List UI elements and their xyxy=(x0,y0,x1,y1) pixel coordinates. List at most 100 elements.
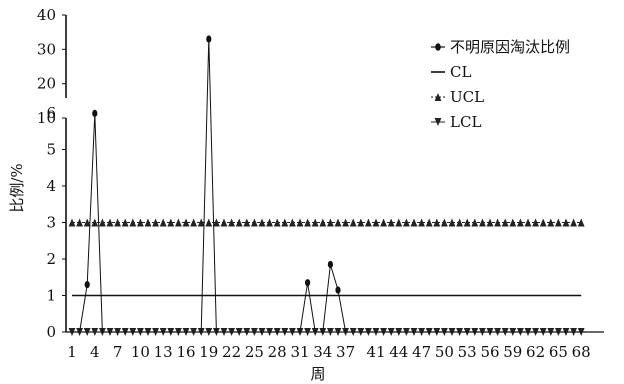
legend-swatch-marker xyxy=(435,43,441,51)
x-tick-label: 16 xyxy=(176,343,195,361)
ucl-point xyxy=(243,218,251,227)
y-tick-label: 3 xyxy=(46,214,56,232)
x-tick-label: 25 xyxy=(245,343,264,361)
ucl-point xyxy=(387,218,395,227)
main-series-point xyxy=(206,35,212,43)
ucl-point xyxy=(144,218,152,227)
ucl-point xyxy=(266,218,273,227)
x-tick-label: 62 xyxy=(526,343,545,361)
ucl-point xyxy=(197,218,205,227)
ucl-point xyxy=(471,218,479,227)
lcl-point xyxy=(83,328,91,336)
y-tick-label: 0 xyxy=(46,323,56,341)
ucl-point xyxy=(304,218,311,227)
ucl-point xyxy=(83,218,91,227)
ucl-point xyxy=(289,218,296,227)
ucl-point xyxy=(365,218,372,227)
y-tick-label: 1 xyxy=(46,287,56,305)
x-tick-label: 41 xyxy=(366,343,385,361)
ucl-point xyxy=(68,218,76,227)
main-series-line xyxy=(72,38,582,333)
ucl-point xyxy=(258,218,266,227)
ucl-point xyxy=(509,218,517,227)
legend: 不明原因淘汰比例 CL UCL LCL xyxy=(431,38,570,131)
legend-label: LCL xyxy=(450,113,481,131)
ucl-point xyxy=(403,218,410,227)
y-axis-break-gap xyxy=(60,99,72,117)
y-tick-label: 10 xyxy=(37,109,56,127)
ucl-point xyxy=(380,218,387,227)
legend-label: 不明原因淘汰比例 xyxy=(450,38,570,56)
y-tick-label: 30 xyxy=(37,40,56,58)
x-tick-label: 47 xyxy=(412,343,431,361)
y-tick-label: 5 xyxy=(46,141,56,159)
x-tick-label: 50 xyxy=(435,343,454,361)
lcl-point xyxy=(334,328,342,336)
ucl-point xyxy=(418,218,425,227)
x-tick-label: 44 xyxy=(389,343,408,361)
legend-label: CL xyxy=(450,63,471,81)
ucl-point xyxy=(220,218,228,227)
main-series-point xyxy=(335,286,341,294)
x-tick-label: 10 xyxy=(131,343,150,361)
ucl-point xyxy=(167,218,175,227)
legend-label: UCL xyxy=(450,88,484,106)
ucl-point xyxy=(327,218,334,227)
ucl-point xyxy=(175,218,182,227)
lcl-point xyxy=(327,328,334,336)
axes xyxy=(60,14,604,333)
ucl-point xyxy=(456,218,463,227)
ucl-point xyxy=(486,218,494,227)
ucl-point xyxy=(570,218,577,227)
ucl-point xyxy=(121,218,129,227)
x-tick-label: 59 xyxy=(503,343,522,361)
ucl-point xyxy=(463,218,471,227)
ucl-point xyxy=(137,218,144,227)
ucl-point xyxy=(395,218,403,227)
x-tick-label: 4 xyxy=(90,343,100,361)
ucl-point xyxy=(152,218,159,227)
ucl-point xyxy=(159,218,167,227)
ucl-point xyxy=(342,218,349,227)
ucl-point xyxy=(205,218,213,227)
ucl-point xyxy=(129,218,137,227)
lcl-point xyxy=(91,328,99,336)
ucl-point xyxy=(281,218,289,227)
ucl-series xyxy=(68,218,585,227)
ucl-point xyxy=(410,218,418,227)
ucl-point xyxy=(547,218,555,227)
ucl-point xyxy=(479,218,486,227)
y-tick-label: 20 xyxy=(37,75,56,93)
lcl-point xyxy=(205,328,213,336)
ucl-point xyxy=(213,218,220,227)
ucl-point xyxy=(273,218,281,227)
ucl-point xyxy=(334,218,342,227)
main-series-point xyxy=(327,260,333,269)
ucl-point xyxy=(501,218,509,227)
x-tick-label: 28 xyxy=(268,343,287,361)
main-series-point xyxy=(305,279,311,287)
ucl-point xyxy=(114,218,121,227)
ucl-point xyxy=(433,218,441,227)
x-tick-label: 37 xyxy=(336,343,355,361)
ucl-point xyxy=(524,218,532,227)
y-axis-label: 比例/% xyxy=(8,163,26,212)
x-tick-label: 19 xyxy=(199,343,218,361)
x-tick-label: 31 xyxy=(290,343,309,361)
x-tick-label: 1 xyxy=(67,343,77,361)
ucl-point xyxy=(190,218,197,227)
legend-swatch-marker xyxy=(434,93,442,101)
x-tick-label: 22 xyxy=(222,343,241,361)
x-tick-label: 68 xyxy=(572,343,591,361)
main-series-point xyxy=(84,280,90,289)
ucl-point xyxy=(349,218,357,227)
x-tick-label: 65 xyxy=(549,343,568,361)
ucl-point xyxy=(441,218,448,227)
ucl-point xyxy=(357,218,365,227)
x-tick-label: 7 xyxy=(113,343,123,361)
main-series-point xyxy=(92,109,98,117)
main-series xyxy=(72,35,582,333)
